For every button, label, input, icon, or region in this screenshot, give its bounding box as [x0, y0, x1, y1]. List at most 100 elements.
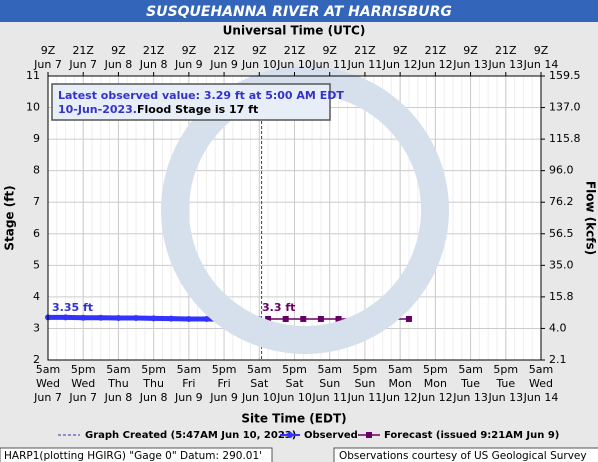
x-tick-date: Jun 13: [452, 391, 488, 404]
x-tick-label: 5am: [247, 363, 271, 376]
y2-tick-label: 159.5: [549, 69, 581, 82]
top-axis-title: Universal Time (UTC): [223, 24, 366, 38]
top-tick-date: Jun 13: [487, 58, 523, 71]
x-tick-date: Jun 7: [68, 391, 97, 404]
x-tick-label: 5pm: [353, 363, 378, 376]
x-tick-day: Tue: [495, 377, 515, 390]
y2-tick-label: 96.0: [549, 164, 574, 177]
x-tick-day: Wed: [71, 377, 95, 390]
y2-tick-label: 56.5: [549, 227, 574, 240]
y2-tick-label: 137.0: [549, 101, 581, 114]
x-tick-date: Jun 12: [382, 391, 418, 404]
x-tick-day: Sat: [285, 377, 304, 390]
x-tick-label: 5am: [177, 363, 201, 376]
x-tick-label: 5pm: [493, 363, 518, 376]
top-tick-date: Jun 8: [139, 58, 168, 71]
legend-observed: Observed: [304, 430, 358, 441]
top-tick-label: 9Z: [252, 44, 267, 57]
x-tick-label: 5am: [317, 363, 341, 376]
x-tick-day: Mon: [389, 377, 412, 390]
top-tick-label: 9Z: [111, 44, 126, 57]
x-tick-label: 5pm: [141, 363, 166, 376]
info-box: [51, 83, 331, 121]
watermark: [161, 66, 449, 354]
x-tick-date: Jun 10: [241, 391, 277, 404]
top-tick-date: Jun 13: [452, 58, 488, 71]
top-tick-label: 21Z: [72, 44, 94, 57]
x-tick-day: Thu: [142, 377, 164, 390]
top-tick-label: 21Z: [354, 44, 376, 57]
x-tick-day: Sun: [354, 377, 375, 390]
top-tick-label: 9Z: [182, 44, 197, 57]
top-tick-date: Jun 11: [311, 58, 347, 71]
y-axis-title: Stage (ft): [3, 185, 17, 250]
legend-forecast: Forecast (issued 9:21AM Jun 9): [384, 430, 559, 441]
top-tick-date: Jun 11: [347, 58, 383, 71]
y-tick-label: 11: [26, 69, 40, 82]
y2-tick-label: 35.0: [549, 258, 574, 271]
legend-observed-marker: [287, 432, 293, 438]
x-tick-date: Jun 7: [33, 391, 62, 404]
y-tick-label: 2: [33, 353, 40, 366]
x-tick-day: Thu: [107, 377, 129, 390]
title-bar: [0, 0, 598, 22]
x-tick-label: 5am: [529, 363, 553, 376]
top-tick-label: 21Z: [425, 44, 447, 57]
chart-title: SUSQUEHANNA RIVER AT HARRISBURG: [146, 4, 452, 20]
y-tick-label: 9: [33, 132, 40, 145]
top-tick-label: 9Z: [463, 44, 478, 57]
x-tick-label: 5pm: [282, 363, 307, 376]
x-tick-label: 5am: [36, 363, 60, 376]
x-tick-day: Wed: [529, 377, 553, 390]
observed-point: [62, 314, 69, 321]
top-tick-date: Jun 12: [382, 58, 418, 71]
x-tick-date: Jun 9: [174, 391, 203, 404]
observed-point: [80, 314, 87, 321]
y-tick-label: 8: [33, 164, 40, 177]
y-tick-label: 6: [33, 227, 40, 240]
x-tick-label: 5pm: [212, 363, 237, 376]
forecast-point: [300, 315, 307, 322]
observed-point: [115, 315, 122, 322]
x-tick-day: Sat: [250, 377, 269, 390]
x-tick-day: Mon: [424, 377, 447, 390]
x-tick-label: 5pm: [423, 363, 448, 376]
forecast-point: [265, 315, 272, 322]
y-tick-label: 3: [33, 321, 40, 334]
top-tick-label: 21Z: [284, 44, 306, 57]
top-tick-date: Jun 8: [104, 58, 133, 71]
observed-point: [150, 315, 157, 322]
x-tick-label: 5am: [388, 363, 412, 376]
top-tick-date: Jun 10: [241, 58, 277, 71]
x-tick-label: 5am: [106, 363, 130, 376]
observed-point: [203, 315, 210, 322]
top-tick-label: 9Z: [322, 44, 337, 57]
y2-tick-label: 15.8: [549, 290, 574, 303]
observed-point: [168, 315, 175, 322]
x-tick-day: Fri: [182, 377, 195, 390]
observed-point: [133, 315, 140, 322]
top-tick-date: Jun 12: [417, 58, 453, 71]
info-date: 10-Jun-2023.: [58, 103, 137, 116]
footer-left: HARP1(plotting HGIRG) "Gage 0" Datum: 29…: [4, 450, 262, 462]
x-tick-date: Jun 9: [209, 391, 238, 404]
x-tick-date: Jun 10: [276, 391, 312, 404]
forecast-point: [282, 315, 289, 322]
annotation: 3.35 ft: [52, 301, 93, 314]
y-tick-label: 7: [33, 195, 40, 208]
y-tick-label: 10: [26, 101, 40, 114]
x-tick-label: 5am: [458, 363, 482, 376]
y-tick-label: 4: [33, 290, 40, 303]
top-tick-label: 9Z: [41, 44, 56, 57]
y2-tick-label: 4.0: [549, 321, 567, 334]
x-tick-day: Sun: [319, 377, 340, 390]
top-tick-label: 9Z: [534, 44, 549, 57]
x-tick-date: Jun 8: [139, 391, 168, 404]
y2-tick-label: 76.2: [549, 195, 574, 208]
y2-tick-label: 115.8: [549, 132, 581, 145]
y-tick-label: 5: [33, 258, 40, 271]
x-tick-date: Jun 14: [523, 391, 559, 404]
legend-forecast-marker: [366, 432, 372, 438]
x-tick-date: Jun 8: [104, 391, 133, 404]
